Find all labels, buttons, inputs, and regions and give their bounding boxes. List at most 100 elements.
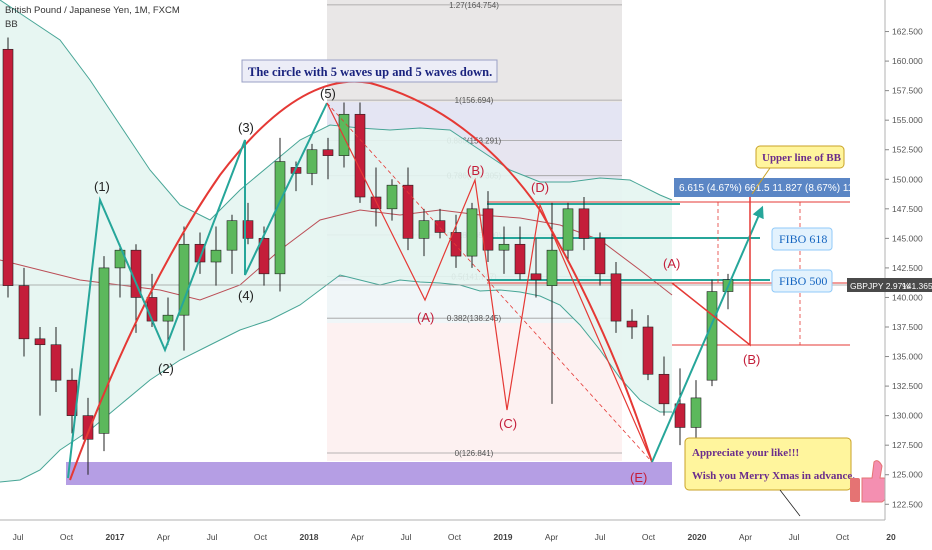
wave-label: (A) (417, 310, 434, 325)
candle (338, 102, 350, 168)
x-tick-label: Jul (207, 532, 218, 542)
price-tag-label: GBPJPY 2.97% (850, 281, 910, 291)
candle (690, 380, 702, 440)
x-tick-label: Jul (13, 532, 24, 542)
y-tick-label: 132.500 (892, 381, 923, 391)
candle (162, 297, 174, 345)
candle-body (690, 397, 702, 428)
fib-label: 1.27(164.754) (449, 1, 499, 10)
wave-label: (1) (94, 179, 110, 194)
fibo618-text: FIBO 618 (779, 232, 827, 246)
wave-label: (D) (531, 180, 549, 195)
candle (322, 137, 334, 180)
fib-label: 0.382(138.245) (447, 314, 502, 323)
y-tick-label: 127.500 (892, 440, 923, 450)
x-tick-label: Jul (789, 532, 800, 542)
candle-body (386, 184, 398, 210)
x-tick-label: Apr (545, 532, 558, 542)
candle-body (610, 273, 622, 322)
candle-body (194, 243, 206, 263)
candle-body (482, 208, 494, 251)
y-tick-label: 150.000 (892, 174, 923, 184)
appreciate-line-1: Appreciate your like!!! (692, 447, 799, 459)
appreciate-note: Appreciate your like!!! Wish you Merry X… (684, 437, 855, 517)
x-tick-label: Apr (157, 532, 170, 542)
y-tick-label: 152.500 (892, 145, 923, 155)
candle (242, 202, 254, 245)
x-tick-label: Oct (254, 532, 268, 542)
candle (530, 238, 542, 298)
y-tick-label: 140.000 (892, 292, 923, 302)
price-axis[interactable] (885, 0, 932, 520)
candle (402, 167, 414, 251)
candle (626, 309, 638, 339)
fibo618-note: FIBO 618 (771, 227, 833, 251)
candle-body (562, 208, 574, 251)
candle (354, 102, 366, 203)
candle-body (98, 267, 110, 434)
y-tick-label: 135.000 (892, 352, 923, 362)
x-tick-label: 2019 (494, 532, 513, 542)
candle-body (322, 149, 334, 156)
x-tick-label: 2020 (688, 532, 707, 542)
measure-text: 6.615 (4.67%) 661.5 11.827 (8.67%) 1182.… (679, 183, 873, 194)
candle-body (338, 113, 350, 156)
candle (370, 167, 382, 227)
candle (98, 256, 110, 452)
fib-label: 0(126.841) (455, 449, 494, 458)
candle (194, 232, 206, 274)
y-tick-label: 130.000 (892, 411, 923, 421)
projection-arrow-up (651, 205, 764, 463)
candle (274, 137, 286, 292)
wave-arc (69, 80, 653, 481)
wave-label: (A) (663, 256, 680, 271)
y-tick-label: 160.000 (892, 56, 923, 66)
x-tick-label: 20 (886, 532, 896, 542)
wave-label: (B) (467, 163, 484, 178)
wave-label: (C) (499, 416, 517, 431)
time-axis[interactable] (0, 520, 932, 550)
candle-body (226, 220, 238, 251)
candle-body (706, 291, 718, 381)
x-tick-label: 2017 (106, 532, 125, 542)
candle (50, 327, 62, 392)
title-note-text: The circle with 5 waves up and 5 waves d… (248, 65, 492, 79)
candle (18, 267, 30, 357)
chart-header: British Pound / Japanese Yen, 1M, FXCM B… (5, 5, 180, 30)
price-tag-value: 141.365 (902, 281, 932, 291)
y-tick-label: 157.500 (892, 86, 923, 96)
fib-label: 0.886(153.291) (447, 136, 502, 145)
support-zone (66, 462, 672, 485)
candle (562, 202, 574, 262)
wave-label: (3) (238, 120, 254, 135)
candles (2, 37, 734, 475)
corrective-waves (326, 102, 653, 463)
fib-label: 1(156.694) (455, 96, 494, 105)
candle-body (210, 249, 222, 263)
candle (498, 226, 510, 274)
upper-bb-text: Upper line of BB (762, 152, 842, 164)
candle (178, 226, 190, 351)
candle (386, 179, 398, 221)
candle (466, 202, 478, 268)
candle-body (530, 273, 542, 281)
candle (610, 262, 622, 333)
candle-body (674, 403, 686, 428)
candle-body (258, 238, 270, 275)
y-tick-label: 125.000 (892, 470, 923, 480)
candle (306, 143, 318, 186)
candle-body (162, 314, 174, 322)
candle (226, 214, 238, 274)
candle-body (514, 243, 526, 275)
candle (514, 226, 526, 280)
fibo500-note: FIBO 500 (771, 269, 833, 293)
candle (2, 37, 14, 298)
candle (34, 327, 46, 416)
wave-label: (2) (158, 361, 174, 376)
price-axis-ticks: 122.500 125.000 127.500 130.000 132.500 135.0… (885, 27, 923, 509)
x-tick-label: Oct (60, 532, 74, 542)
candle-body (418, 220, 430, 239)
upper-bb-note: Upper line of BB (751, 145, 845, 195)
price-tag: GBPJPY 2.97% 141.365 (847, 278, 932, 292)
